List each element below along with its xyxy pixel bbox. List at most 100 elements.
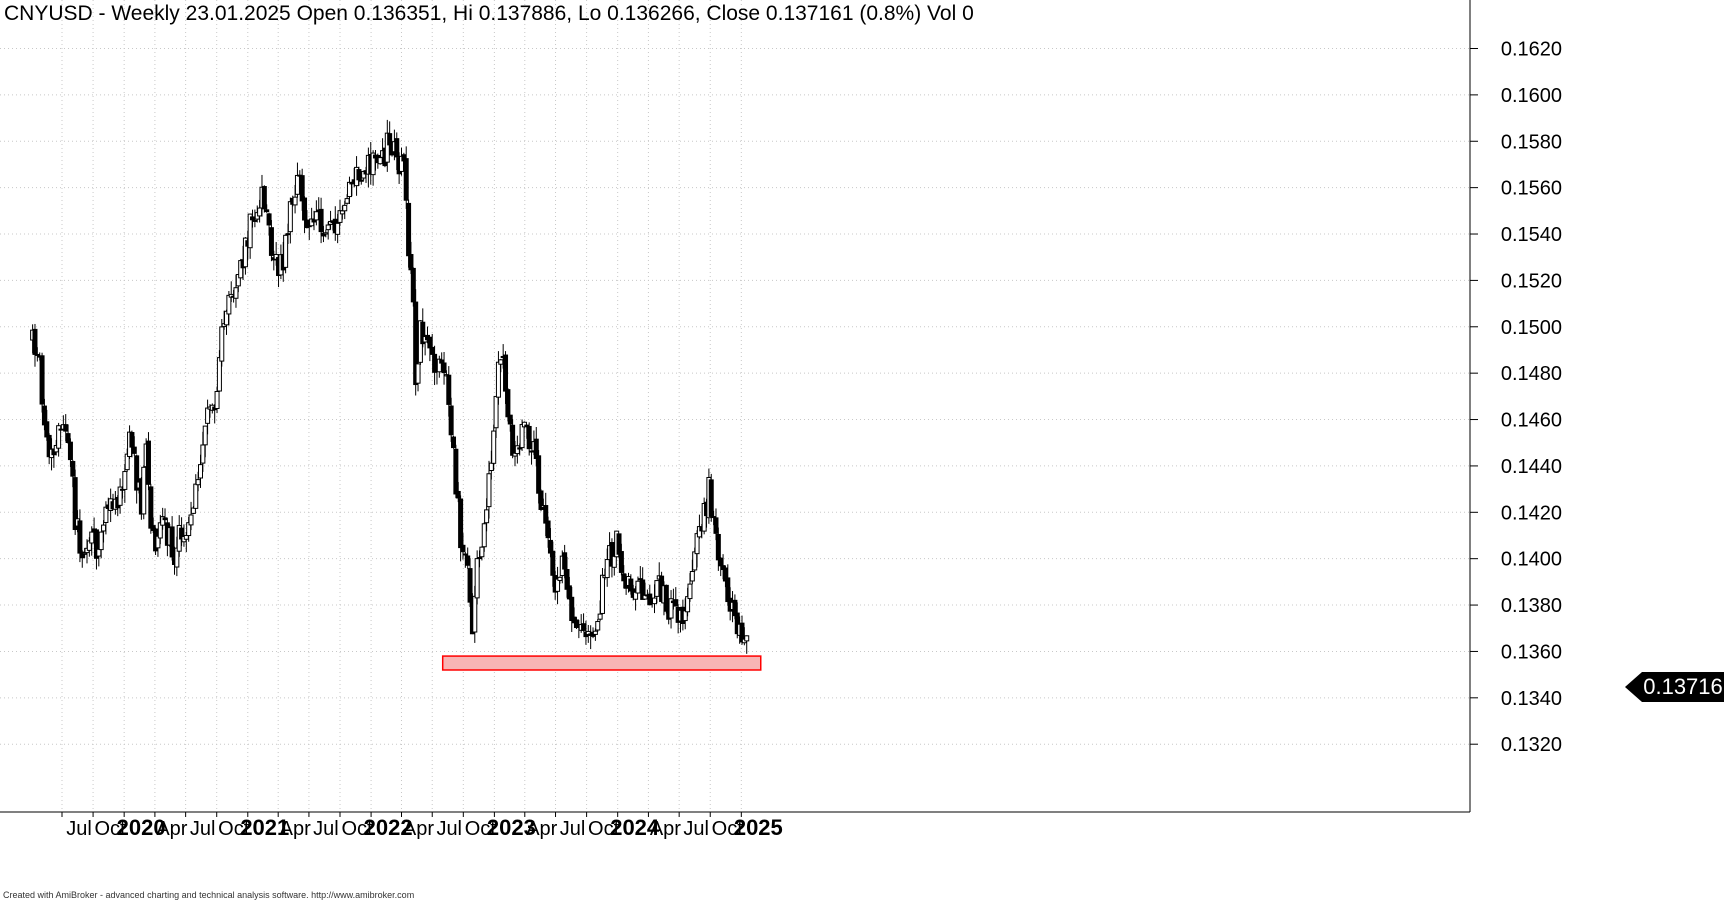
x-tick-label: 2021: [240, 815, 289, 840]
candle-body: [247, 213, 253, 249]
candle: [465, 547, 471, 569]
x-tick-label: Jul: [683, 818, 709, 840]
x-tick-label: Apr: [526, 818, 557, 840]
candle: [141, 465, 147, 520]
candle-body: [148, 486, 154, 529]
candle: [495, 351, 501, 405]
candle-body: [467, 568, 473, 603]
y-tick-label: 0.1540: [1501, 224, 1562, 246]
candle: [398, 147, 404, 176]
candle-body: [682, 610, 688, 622]
candle-body: [268, 227, 274, 256]
candle-body: [98, 531, 104, 551]
candle-body: [233, 287, 239, 299]
y-tick-label: 0.1340: [1501, 688, 1562, 710]
y-tick-label: 0.1560: [1501, 178, 1562, 200]
y-tick-label: 0.1460: [1501, 410, 1562, 432]
candle-body: [56, 425, 62, 449]
candle-body: [77, 520, 83, 554]
candle-body: [495, 361, 501, 398]
candle-body: [451, 436, 457, 449]
candle: [595, 618, 601, 632]
candle-body: [510, 424, 516, 456]
candle-body: [335, 222, 341, 235]
candle-body: [122, 471, 128, 490]
y-tick-label: 0.1360: [1501, 641, 1562, 663]
candle-body: [673, 599, 679, 607]
candle-body: [344, 198, 350, 204]
candle-body: [713, 517, 719, 534]
candles: [30, 119, 750, 654]
candle-body: [477, 557, 483, 560]
candle-body: [505, 389, 511, 418]
candle-body: [32, 328, 38, 355]
candle: [514, 435, 520, 464]
candle-body: [141, 466, 147, 515]
candle-body: [72, 477, 78, 530]
x-tick-label: Oct: [712, 818, 744, 840]
candle: [526, 422, 532, 456]
y-tick-label: 0.1480: [1501, 363, 1562, 385]
candle: [169, 516, 175, 561]
candle: [436, 355, 442, 378]
candle-body: [488, 462, 494, 472]
candle: [599, 567, 605, 615]
candle: [247, 213, 253, 259]
x-tick-label: Oct: [465, 818, 497, 840]
candle-body: [358, 179, 364, 182]
candle: [261, 185, 267, 213]
candle: [491, 424, 497, 471]
candle: [673, 587, 679, 607]
candle-body: [214, 390, 220, 410]
candle: [453, 444, 459, 498]
candle-body: [498, 359, 504, 365]
candle-body: [420, 321, 426, 345]
y-tick-label: 0.1380: [1501, 595, 1562, 617]
candle-body: [718, 557, 724, 567]
x-tick-label: Oct: [95, 818, 127, 840]
candle: [744, 635, 750, 654]
candle: [56, 422, 62, 457]
candle: [188, 501, 194, 531]
candle-body: [441, 362, 447, 374]
candle-body: [491, 430, 497, 464]
candle-body: [93, 529, 99, 559]
candle-body: [581, 623, 587, 631]
candle-body: [611, 555, 617, 568]
candle-body: [169, 526, 175, 558]
candle-body: [647, 593, 653, 606]
candle: [668, 590, 674, 629]
y-axis-ticks: 0.1620 0.1600 0.1580 0.1560 0.1540 0.1520 0.15…: [1470, 39, 1562, 756]
candle: [581, 613, 587, 632]
candle-body: [257, 207, 263, 217]
x-tick-label: Oct: [218, 818, 250, 840]
candle-body: [200, 444, 206, 464]
candle: [46, 433, 52, 465]
candle-body: [377, 157, 383, 165]
candle-body: [287, 201, 293, 233]
candle-body: [67, 441, 73, 461]
candle-body: [313, 211, 319, 221]
candle: [481, 522, 487, 552]
candle-body: [65, 433, 71, 444]
candle-body: [635, 580, 641, 594]
candle-body: [503, 354, 509, 392]
y-tick-label: 0.1320: [1501, 734, 1562, 756]
candle-body: [266, 213, 272, 226]
x-tick-label: 2025: [734, 815, 783, 840]
candle: [510, 419, 516, 459]
x-tick-label: Apr: [280, 818, 311, 840]
candle: [39, 352, 45, 413]
candle-body: [202, 425, 208, 446]
candle-body: [96, 548, 102, 557]
candle-body: [550, 550, 556, 576]
candle-body: [536, 455, 542, 494]
candle-body: [618, 551, 624, 573]
candle: [538, 489, 544, 512]
candle-body: [285, 233, 291, 236]
candle: [202, 425, 208, 458]
candle-body: [294, 174, 300, 195]
candle-body: [543, 505, 549, 524]
candle-body: [446, 374, 452, 405]
